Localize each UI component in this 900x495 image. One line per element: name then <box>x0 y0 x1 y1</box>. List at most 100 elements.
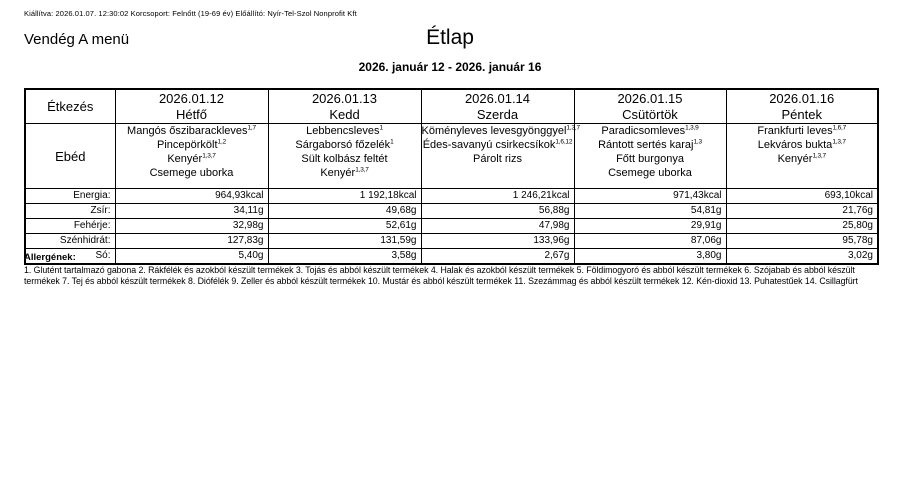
menu-item: Csemege uborka <box>575 166 726 180</box>
nutrition-value: 34,11g <box>114 203 269 219</box>
page-title: Étlap <box>426 26 474 49</box>
nutrition-value: 3,02g <box>725 248 879 265</box>
menu-item-name: Köményleves levesgyönggyel <box>421 125 567 137</box>
allergen-superscript: 1,3 <box>693 138 702 146</box>
day-name: Péntek <box>781 106 822 122</box>
allergen-superscript: 1,7 <box>247 124 257 132</box>
nutrition-value: 25,80g <box>725 218 879 234</box>
day-header: 2026.01.16 Péntek <box>725 88 879 124</box>
nutrition-row: Só: 5,40g 3,58g 2,67g 3,80g 3,02g <box>24 248 879 265</box>
day-name: Kedd <box>329 106 360 122</box>
menu-item: Kenyér1,3,7 <box>116 152 268 166</box>
nutrition-label: Szénhidrát: <box>24 233 116 249</box>
menu-item-name: Paradicsomleves <box>601 125 686 137</box>
nutrition-row: Energia: 964,93kcal 1 192,18kcal 1 246,21kc… <box>24 188 879 204</box>
nutrition-value: 56,88g <box>420 203 575 219</box>
nutrition-value: 1 192,18kcal <box>267 188 422 204</box>
menu-item-name: Kenyér <box>777 153 813 165</box>
day-header: 2026.01.13 Kedd <box>267 88 422 124</box>
date-range: 2026. január 12 - 2026. január 16 <box>358 60 542 74</box>
nutrition-value: 693,10kcal <box>725 188 879 204</box>
nutrition-value: 49,68g <box>267 203 422 219</box>
menu-cell: Lebbencsleves1 Sárgaborsó főzelék1 Sült ko… <box>267 123 422 189</box>
day-name: Csütörtök <box>622 106 678 122</box>
day-header: 2026.01.15 Csütörtök <box>573 88 727 124</box>
nutrition-value: 971,43kcal <box>573 188 727 204</box>
allergen-superscript: 1,6,12 <box>555 138 573 146</box>
menu-item-name: Kenyér <box>167 153 203 165</box>
menu-item: Paradicsomleves1,3,9 <box>575 124 726 138</box>
day-name: Hétfő <box>175 106 208 122</box>
menu-item: Kenyér1,3,7 <box>727 152 878 166</box>
nutrition-row: Szénhidrát: 127,83g 131,59g 133,96g 87,06g 95… <box>24 233 879 249</box>
nutrition-value: 32,98g <box>114 218 269 234</box>
menu-item-name: Párolt rizs <box>473 153 522 165</box>
nutrition-value: 131,59g <box>267 233 422 249</box>
allergen-superscript: 1,2 <box>217 138 227 146</box>
allergen-superscript: 1 <box>379 124 383 132</box>
nutrition-value: 47,98g <box>420 218 575 234</box>
menu-item-name: Rántott sertés karaj <box>598 139 694 151</box>
nutrition-value: 127,83g <box>114 233 269 249</box>
allergen-superscript: 1,6,7 <box>832 124 847 132</box>
nutrition-value: 1 246,21kcal <box>420 188 575 204</box>
day-date: 2026.01.12 <box>158 90 225 106</box>
menu-cell: Köményleves levesgyönggyel1,3,7 Édes-sava… <box>420 123 581 189</box>
menu-item: Lebbencsleves1 <box>269 124 421 138</box>
allergen-superscript: 1,3,9 <box>685 124 699 132</box>
menu-item-name: Sárgaborsó főzelék <box>295 139 391 151</box>
menu-item-name: Főtt burgonya <box>616 153 684 165</box>
nutrition-value: 133,96g <box>420 233 575 249</box>
allergen-superscript: 1 <box>390 138 394 146</box>
allergens-heading: Allergének: <box>24 252 76 263</box>
table-header-row: Étkezés 2026.01.12 Hétfő 2026.01.13 Kedd 202… <box>24 88 879 124</box>
allergen-superscript: 1,3,7 <box>355 166 369 174</box>
allergens-text: 1. Glutént tartalmazó gabona 2. Rákfélék… <box>24 265 858 286</box>
menu-cell: Frankfurti leves1,6,7 Lekváros bukta1,3,7… <box>725 123 879 189</box>
day-date: 2026.01.13 <box>311 90 378 106</box>
nutrition-value: 52,61g <box>267 218 422 234</box>
nutrition-row: Fehérje: 32,98g 52,61g 47,98g 29,91g 25,80g <box>24 218 879 234</box>
menu-item-name: Sült kolbász feltét <box>301 153 388 165</box>
day-date: 2026.01.16 <box>769 90 835 106</box>
meal-column-header: Étkezés <box>24 88 116 124</box>
menu-item: Édes-savanyú csirkecsíkok1,6,12 <box>422 138 574 152</box>
menu-item: Csemege uborka <box>116 166 268 180</box>
menu-item: Kenyér1,3,7 <box>269 166 421 180</box>
menu-item: Mangós őszibarackleves1,7 <box>116 124 268 138</box>
menu-item: Párolt rizs <box>422 152 574 166</box>
menu-variant-label: Vendég A menü <box>24 31 130 48</box>
menu-cell: Paradicsomleves1,3,9 Rántott sertés karaj… <box>573 123 727 189</box>
nutrition-value: 21,76g <box>725 203 879 219</box>
allergens-section: Allergének: 1. Glutént tartalmazó gabona… <box>24 252 877 286</box>
lunch-row: Ebéd Mangós őszibarackleves1,7 Pincepörkö… <box>24 123 879 189</box>
nutrition-value: 3,80g <box>573 248 727 265</box>
nutrition-label: Fehérje: <box>24 218 116 234</box>
issued-meta: Kiállítva: 2026.01.07. 12:30:02 Korcsopo… <box>24 9 357 18</box>
menu-item-name: Kenyér <box>320 167 356 179</box>
menu-cell: Mangós őszibarackleves1,7 Pincepörkölt1,2… <box>114 123 269 189</box>
menu-item-name: Frankfurti leves <box>757 125 833 137</box>
menu-item: Köményleves levesgyönggyel1,3,7 <box>421 124 581 138</box>
day-date: 2026.01.14 <box>464 90 531 106</box>
menu-item-name: Édes-savanyú csirkecsíkok <box>422 139 556 151</box>
menu-table: Étkezés 2026.01.12 Hétfő 2026.01.13 Kedd 202… <box>24 88 879 265</box>
allergen-superscript: 1,3,7 <box>202 152 216 160</box>
nutrition-value: 964,93kcal <box>114 188 269 204</box>
menu-item: Lekváros bukta1,3,7 <box>727 138 878 152</box>
nutrition-row: Zsír: 34,11g 49,68g 56,88g 54,81g 21,76g <box>24 203 879 219</box>
day-header: 2026.01.12 Hétfő <box>114 88 269 124</box>
nutrition-value: 95,78g <box>725 233 879 249</box>
menu-item-name: Csemege uborka <box>608 167 692 179</box>
nutrition-value: 54,81g <box>573 203 727 219</box>
menu-item-name: Pincepörkölt <box>157 139 218 151</box>
day-header: 2026.01.14 Szerda <box>420 88 575 124</box>
menu-item-name: Lekváros bukta <box>757 139 833 151</box>
menu-item-name: Lebbencsleves <box>306 125 380 137</box>
meal-row-label: Ebéd <box>24 123 116 189</box>
nutrition-value: 29,91g <box>573 218 727 234</box>
nutrition-label: Zsír: <box>24 203 116 219</box>
menu-item: Pincepörkölt1,2 <box>116 138 268 152</box>
allergen-superscript: 1,3,7 <box>832 138 846 146</box>
